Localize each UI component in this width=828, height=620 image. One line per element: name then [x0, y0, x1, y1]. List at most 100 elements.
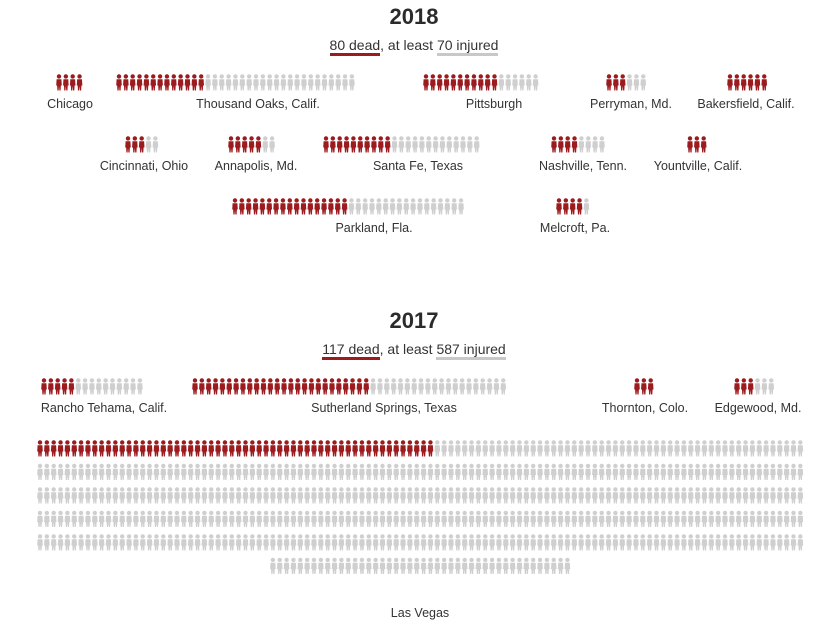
figure-dead	[393, 440, 399, 457]
city-label: Cincinnati, Ohio	[99, 159, 189, 173]
figure-injured	[222, 510, 228, 527]
figure-injured	[797, 487, 804, 504]
figure-injured	[557, 440, 564, 457]
figure-injured	[557, 463, 564, 480]
figure-injured	[525, 74, 532, 91]
figure-injured	[290, 463, 297, 480]
incident-group	[423, 74, 539, 91]
figure-injured	[708, 510, 715, 527]
figure-injured	[411, 378, 417, 395]
figure-injured	[448, 510, 454, 527]
figure-injured	[742, 463, 749, 480]
figure-injured	[633, 534, 639, 551]
figure-dead	[378, 136, 384, 153]
figure-injured	[249, 487, 256, 504]
figure-injured	[722, 463, 728, 480]
figure-injured	[187, 534, 194, 551]
figure-dead	[235, 136, 241, 153]
figure-injured	[612, 463, 619, 480]
figure-injured	[297, 487, 304, 504]
incident-group	[37, 440, 804, 574]
figure-dead	[105, 440, 112, 457]
figure-injured	[482, 463, 489, 480]
figure-injured	[318, 510, 324, 527]
figure-injured	[459, 378, 465, 395]
city-label: Pittsburgh	[465, 97, 523, 111]
figure-dead	[747, 74, 754, 91]
figure-injured	[475, 534, 482, 551]
figure-injured	[482, 487, 489, 504]
figure-injured	[386, 463, 393, 480]
figure-injured	[640, 74, 647, 91]
figure-injured	[92, 534, 98, 551]
figure-injured	[516, 440, 523, 457]
figure-injured	[208, 487, 215, 504]
figure-injured	[571, 510, 578, 527]
figure-injured	[119, 510, 125, 527]
figure-injured	[232, 74, 239, 91]
figure-injured	[729, 463, 735, 480]
figure-injured	[366, 534, 372, 551]
figure-injured	[146, 487, 153, 504]
figure-injured	[564, 487, 571, 504]
figure-injured	[57, 534, 64, 551]
figure-injured	[674, 510, 680, 527]
figure-injured	[376, 198, 382, 215]
figure-injured	[473, 378, 479, 395]
figure-dead	[255, 136, 262, 153]
figure-dead	[363, 378, 370, 395]
figure-injured	[420, 557, 427, 574]
figure-injured	[379, 510, 386, 527]
figure-dead	[423, 74, 429, 91]
figure-dead	[78, 440, 84, 457]
figure-dead	[318, 440, 324, 457]
figure-injured	[537, 510, 543, 527]
figure-injured	[112, 463, 119, 480]
figure-injured	[681, 463, 687, 480]
figure-dead	[329, 378, 335, 395]
figure-dead	[700, 136, 707, 153]
figure-injured	[550, 510, 557, 527]
figure-injured	[544, 510, 550, 527]
figure-injured	[89, 378, 95, 395]
figure-dead	[181, 440, 187, 457]
figure-dead	[436, 74, 443, 91]
figure-injured	[777, 510, 783, 527]
figure-dead	[252, 198, 259, 215]
figure-injured	[715, 534, 721, 551]
figure-dead	[384, 136, 391, 153]
figure-injured	[123, 378, 129, 395]
figure-dead	[336, 136, 343, 153]
figure-dead	[205, 378, 212, 395]
figure-injured	[537, 463, 543, 480]
dead-count-2018: 80 dead	[329, 37, 381, 56]
figure-dead	[293, 198, 300, 215]
figure-injured	[85, 463, 91, 480]
incident-group	[228, 136, 275, 153]
figure-injured	[283, 510, 290, 527]
injured-count-2018: 70 injured	[436, 37, 499, 56]
figure-injured	[420, 510, 427, 527]
figure-injured	[372, 557, 379, 574]
figure-injured	[763, 487, 769, 504]
figure-injured	[318, 534, 324, 551]
figure-injured	[256, 487, 262, 504]
figure-injured	[505, 74, 511, 91]
figure-injured	[194, 463, 201, 480]
figure-injured	[372, 510, 379, 527]
figure-dead	[226, 378, 233, 395]
figure-injured	[427, 557, 434, 574]
figure-injured	[331, 487, 338, 504]
figure-injured	[455, 557, 461, 574]
figure-injured	[475, 463, 482, 480]
figure-injured	[460, 136, 466, 153]
city-label: Thornton, Colo.	[601, 401, 689, 415]
figure-injured	[160, 534, 167, 551]
figure-injured	[453, 136, 459, 153]
figure-injured	[626, 534, 632, 551]
figure-injured	[78, 510, 84, 527]
figure-injured	[413, 487, 420, 504]
figure-injured	[355, 198, 362, 215]
figure-injured	[263, 510, 269, 527]
